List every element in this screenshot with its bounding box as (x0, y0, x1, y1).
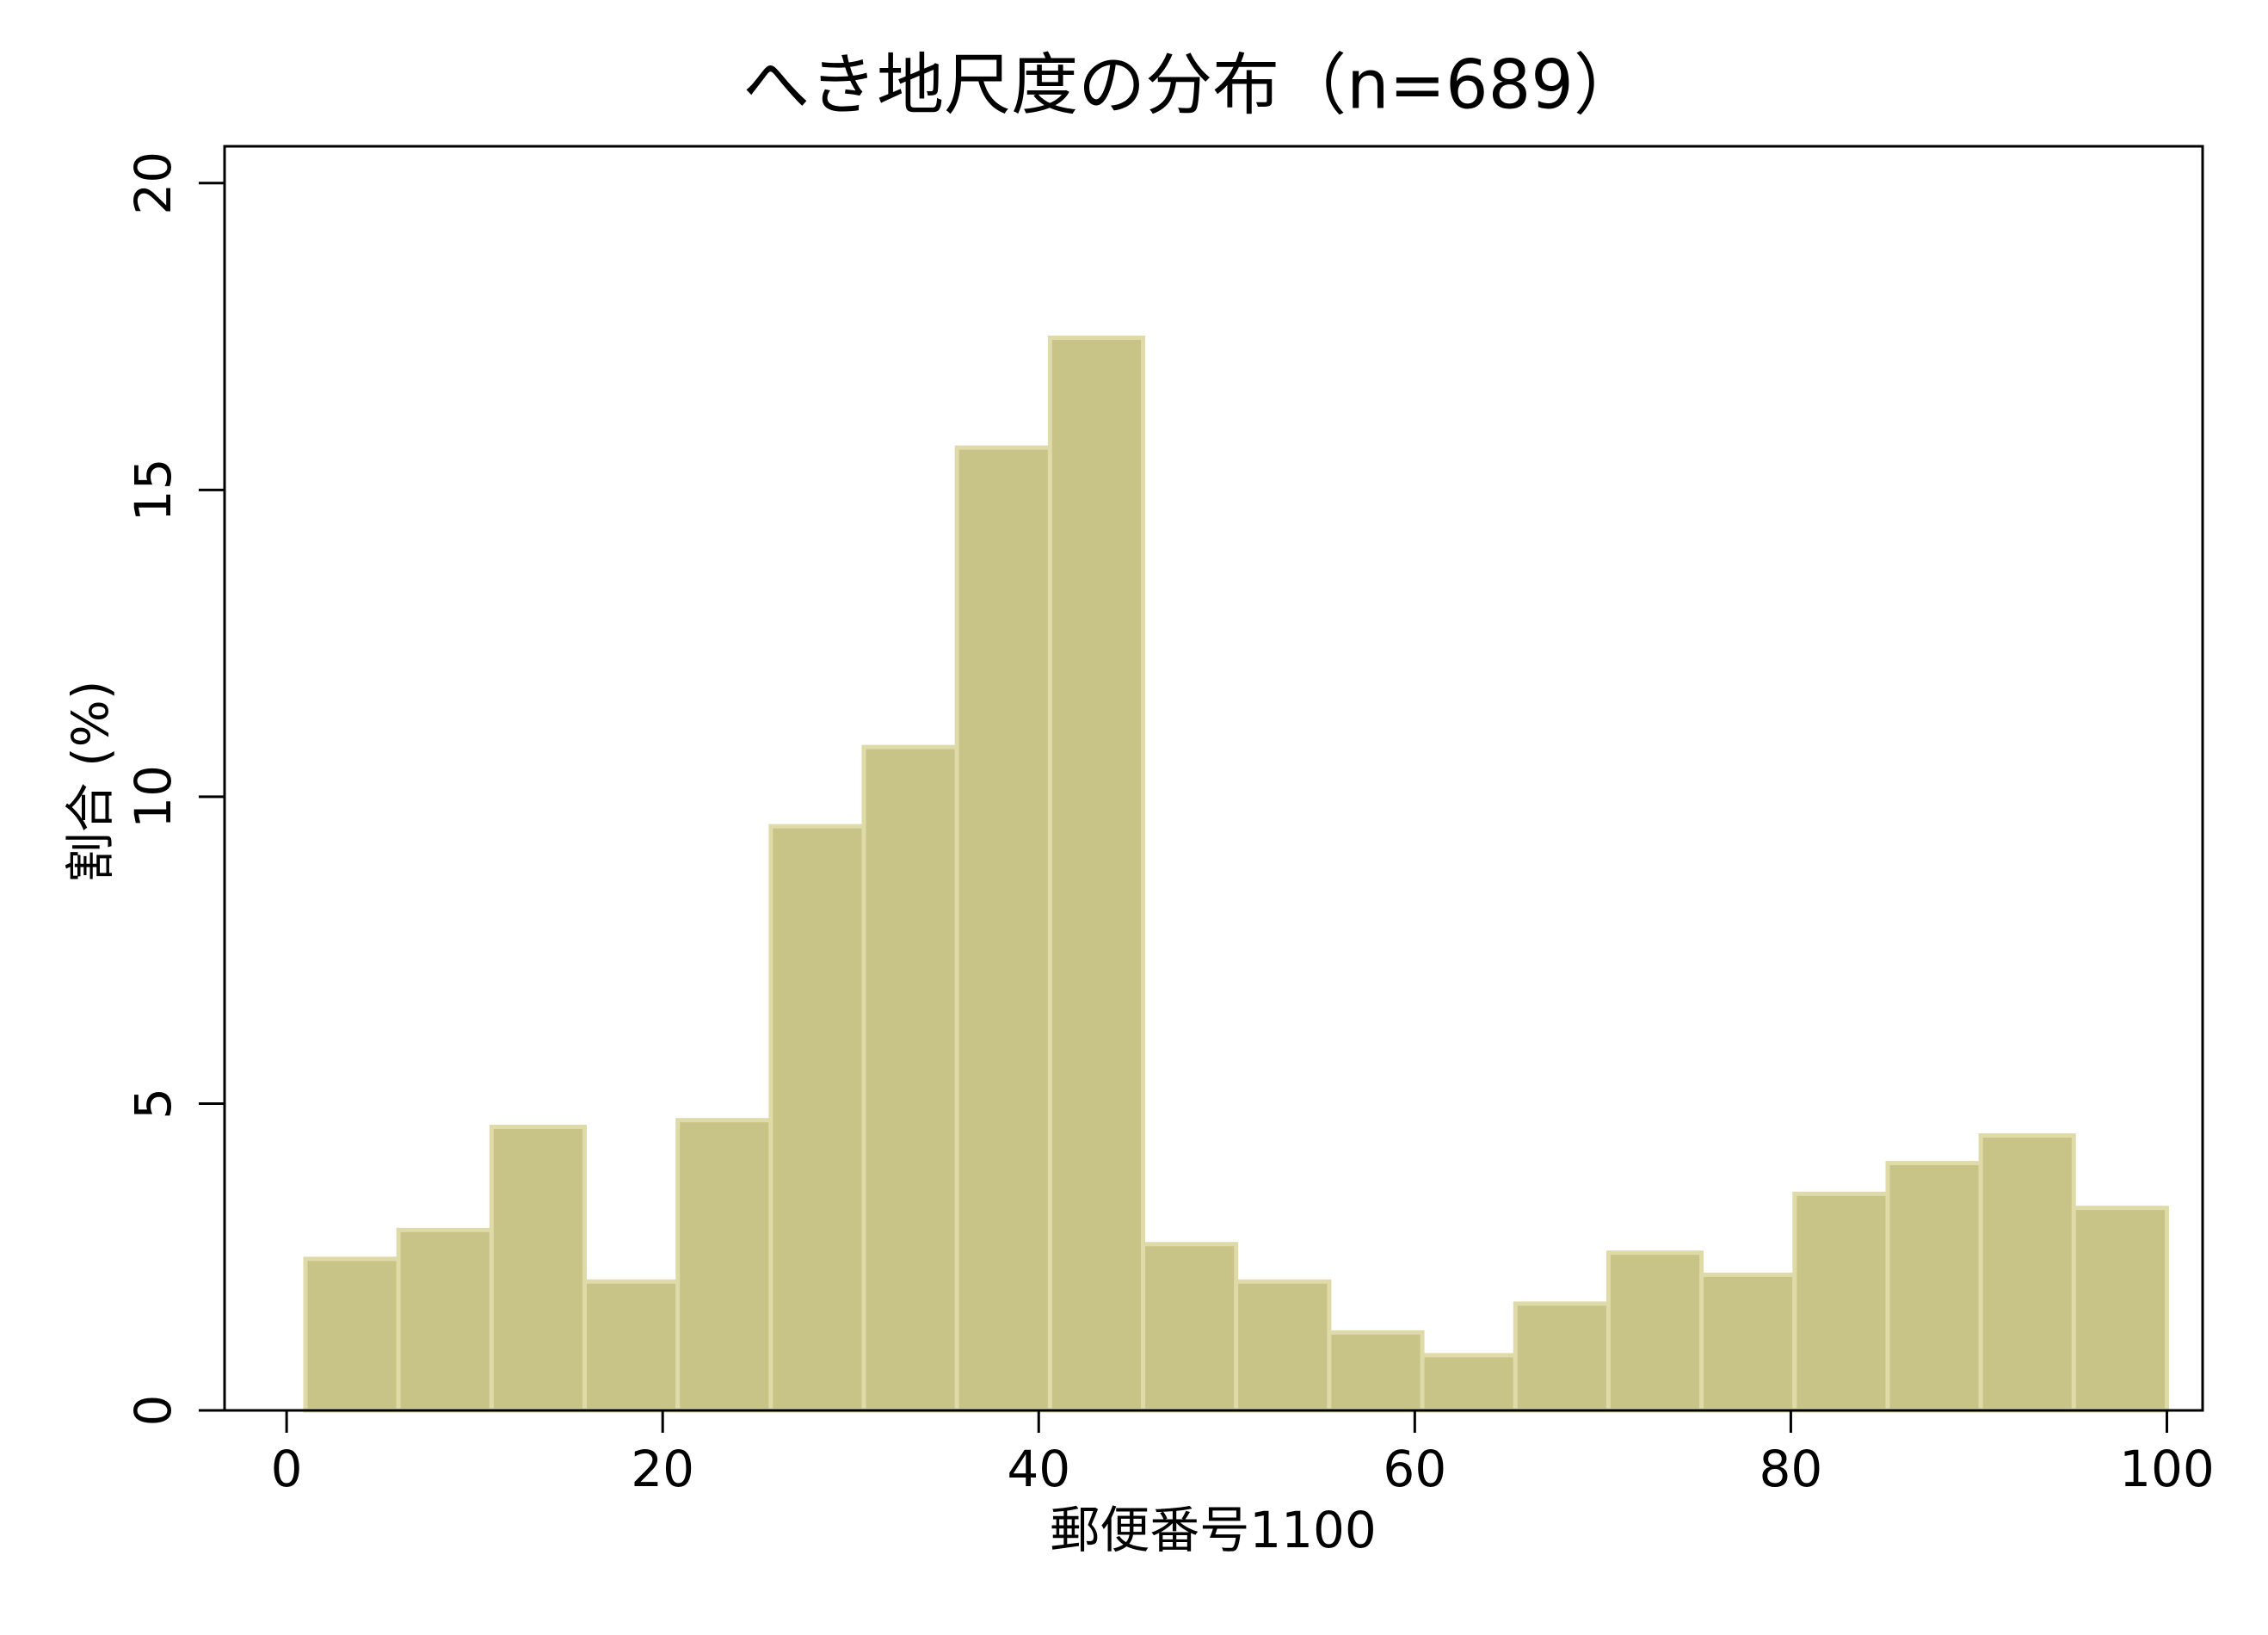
bar (1513, 1301, 1611, 1413)
bar (1699, 1272, 1797, 1413)
bar (675, 1118, 773, 1413)
bar (2071, 1206, 2169, 1413)
y-tick-label: 0 (124, 1395, 182, 1427)
bar (1141, 1242, 1239, 1413)
y-tick-label: 10 (124, 765, 182, 829)
chart-title: へき地尺度の分布（n=689） (743, 46, 1641, 124)
bar (1234, 1279, 1332, 1413)
y-tick-label: 5 (124, 1088, 182, 1120)
x-tick-label: 20 (631, 1440, 694, 1498)
bar (582, 1279, 681, 1413)
bar (1327, 1330, 1425, 1413)
x-tick-label: 40 (1007, 1440, 1070, 1498)
bar (1792, 1191, 1890, 1413)
y-tick-label: 20 (124, 151, 182, 215)
bar (768, 824, 866, 1413)
bar (1885, 1161, 1983, 1413)
y-tick-label: 15 (124, 458, 182, 521)
bar (1420, 1353, 1518, 1413)
y-axis-label: 割合 (%) (61, 681, 120, 883)
x-tick-label: 60 (1383, 1440, 1446, 1498)
x-tick-label: 80 (1759, 1440, 1822, 1498)
bar (303, 1256, 401, 1413)
x-tick-label: 100 (2119, 1440, 2215, 1498)
bar (861, 744, 959, 1413)
x-axis-label: 郵便番号1100 (1050, 1501, 1377, 1559)
bar (1605, 1250, 1704, 1413)
bar (954, 445, 1052, 1413)
bar (1978, 1133, 2076, 1413)
bar (489, 1125, 587, 1413)
plot-frame (223, 145, 2204, 1412)
bar (1047, 335, 1146, 1413)
bar (396, 1227, 494, 1413)
x-tick-label: 0 (271, 1440, 303, 1498)
